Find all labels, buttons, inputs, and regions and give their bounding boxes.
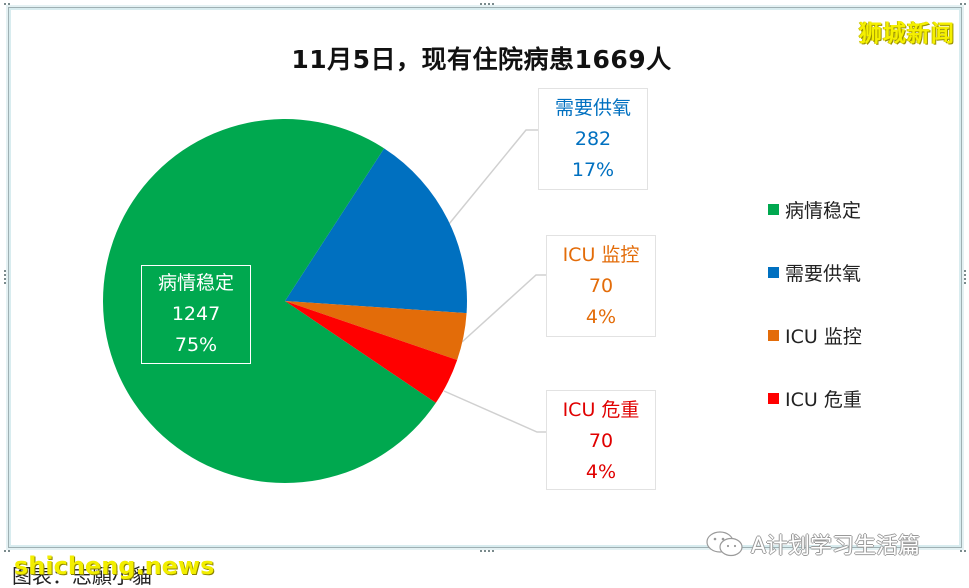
data-label-stable-value: 1247	[171, 303, 221, 325]
data-label-icu-critical-name: ICU 危重	[562, 399, 640, 421]
data-label-oxygen-name: 需要供氧	[554, 97, 631, 119]
legend-item-oxygen[interactable]: 需要供氧	[768, 241, 862, 304]
watermark-bottom-left: shicheng.news	[14, 552, 215, 580]
legend-swatch-icu-critical	[768, 393, 779, 404]
legend-item-icu-monitor[interactable]: ICU 监控	[768, 304, 862, 367]
resize-handle-left[interactable]	[4, 270, 6, 284]
wechat-icon	[706, 531, 743, 557]
data-label-oxygen-pct: 17%	[571, 159, 615, 181]
resize-handle-bottom-right[interactable]	[960, 550, 966, 552]
leader-line-oxygen	[448, 129, 538, 225]
wechat-account-watermark: A计划学习生活篇	[705, 528, 920, 560]
wechat-account-name: A计划学习生活篇	[751, 534, 921, 559]
legend-item-stable[interactable]: 病情稳定	[768, 178, 862, 241]
data-label-icu-monitor-pct: 4%	[585, 306, 617, 328]
data-label-icu-critical-value: 70	[588, 430, 614, 452]
pie-slice-icu-monitor[interactable]	[285, 301, 467, 361]
data-label-icu-monitor[interactable]: ICU 监控 70 4%	[546, 235, 656, 337]
legend-item-icu-critical[interactable]: ICU 危重	[768, 367, 862, 430]
figure-caption: 图表：志願小貓	[12, 564, 152, 588]
watermark-top-right: 狮城新闻	[859, 21, 955, 47]
data-label-icu-monitor-value: 70	[588, 275, 614, 297]
data-label-oxygen-value: 282	[574, 128, 612, 150]
resize-handle-bottom[interactable]	[480, 550, 494, 552]
resize-handle-top-left[interactable]	[4, 3, 10, 5]
resize-handle-top[interactable]	[480, 3, 494, 5]
chart-title: 11月5日，现有住院病患1669人	[291, 45, 672, 74]
legend-label-icu-critical: ICU 危重	[785, 389, 862, 411]
legend-label-oxygen: 需要供氧	[785, 263, 862, 285]
resize-handle-top-right[interactable]	[960, 3, 966, 5]
data-label-stable-pct: 75%	[174, 334, 218, 356]
legend-swatch-oxygen	[768, 267, 779, 278]
legend-label-icu-monitor: ICU 监控	[785, 326, 862, 348]
data-label-oxygen[interactable]: 需要供氧 282 17%	[538, 88, 648, 190]
legend-label-stable: 病情稳定	[785, 200, 862, 222]
resize-handle-bottom-left[interactable]	[4, 550, 10, 552]
leader-line-icu-critical	[443, 390, 546, 433]
data-label-stable[interactable]: 病情稳定 1247 75%	[141, 265, 251, 364]
pie-slice-stable[interactable]	[102, 119, 436, 484]
chart-legend[interactable]: 病情稳定 需要供氧 ICU 监控 ICU 危重	[768, 178, 862, 430]
data-label-stable-name: 病情稳定	[157, 272, 234, 294]
data-label-icu-monitor-name: ICU 监控	[562, 244, 640, 266]
data-label-icu-critical[interactable]: ICU 危重 70 4%	[546, 390, 656, 490]
legend-swatch-stable	[768, 204, 779, 215]
leader-line-icu-monitor	[461, 274, 546, 343]
pie-slice-icu-critical[interactable]	[285, 301, 458, 403]
data-label-icu-critical-pct: 4%	[585, 461, 617, 483]
pie-slice-oxygen[interactable]	[285, 148, 467, 314]
legend-swatch-icu-monitor	[768, 330, 779, 341]
resize-handle-right[interactable]	[964, 270, 966, 284]
